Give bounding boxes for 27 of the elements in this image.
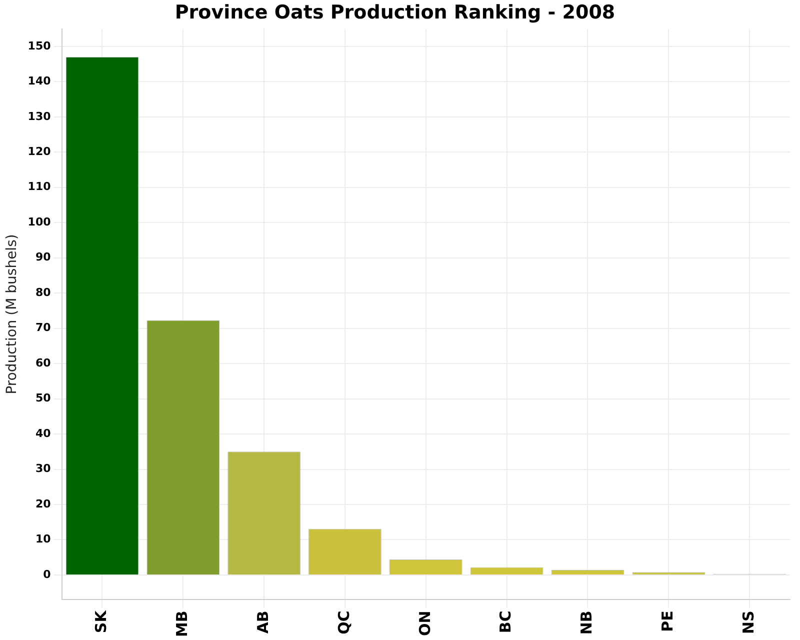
y-tick-label: 30: [35, 462, 52, 476]
y-tick-label: 110: [28, 180, 52, 194]
x-tick-label: NB: [578, 610, 596, 635]
y-tick-label: 10: [35, 532, 52, 546]
x-tick-label: NS: [739, 610, 758, 634]
y-tick-label: 120: [28, 144, 52, 158]
x-tick-label: PE: [658, 610, 677, 632]
x-tick-label: SK: [92, 609, 110, 634]
x-tick-label: QC: [334, 610, 353, 634]
y-tick-label: 40: [35, 426, 52, 440]
y-tick-label: 80: [35, 286, 52, 299]
y-tick-label: 50: [35, 392, 52, 405]
y-tick-label: 150: [28, 39, 52, 52]
y-tick-label: 0: [43, 568, 52, 581]
x-tick-label: BC: [496, 610, 515, 634]
y-tick-label: 130: [28, 110, 52, 123]
chart-title: Province Oats Production Ranking - 2008: [174, 1, 616, 24]
y-tick-label: 100: [28, 215, 52, 228]
y-tick-label: 60: [35, 356, 52, 370]
x-tick-label: ON: [416, 610, 434, 636]
y-tick-label: 20: [35, 497, 52, 510]
y-tick-label: 70: [35, 321, 52, 334]
y-tick-label: 140: [28, 74, 52, 88]
y-axis-title: Production (M bushels): [4, 234, 20, 394]
x-tick-label: MB: [173, 610, 192, 638]
x-tick-label: AB: [254, 610, 272, 634]
y-tick-label: 90: [35, 250, 52, 264]
